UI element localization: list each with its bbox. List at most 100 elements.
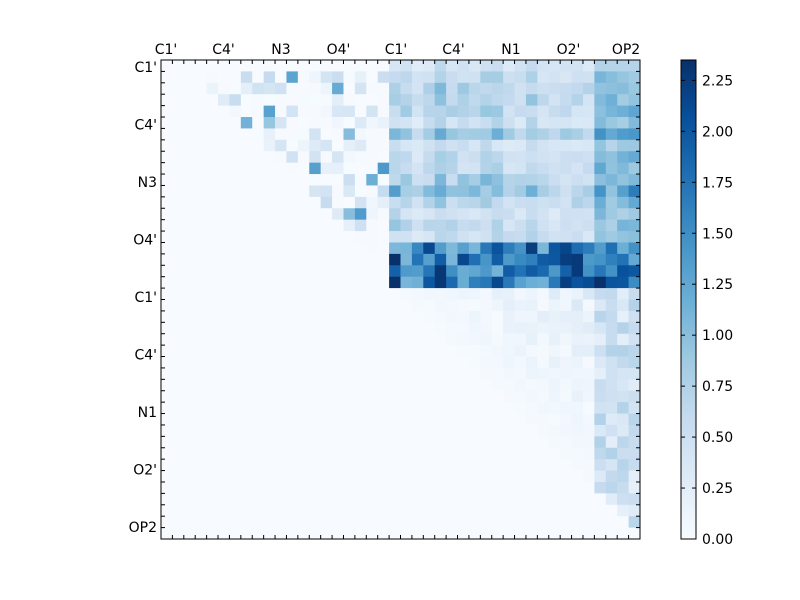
heatmap-cell (457, 356, 470, 369)
heatmap-cell (206, 390, 219, 403)
heatmap-cell (537, 299, 550, 312)
heatmap-cell (229, 151, 242, 164)
heatmap-cell (411, 424, 424, 437)
heatmap-cell (411, 128, 424, 141)
heatmap-cell (389, 470, 401, 483)
heatmap-cell (218, 82, 230, 95)
heatmap-cell (582, 231, 595, 243)
heatmap-cell (297, 322, 310, 335)
heatmap-cell (491, 333, 504, 346)
heatmap-cell (491, 527, 504, 540)
heatmap-cell (172, 345, 185, 357)
heatmap-cell (206, 322, 219, 335)
heatmap-cell (514, 447, 527, 460)
heatmap-cell (229, 481, 242, 494)
heatmap-cell (389, 253, 401, 266)
heatmap-cell (411, 322, 424, 335)
heatmap-cell (183, 459, 196, 471)
heatmap-cell (377, 504, 390, 517)
heatmap-cell (560, 162, 572, 175)
heatmap-cell (628, 276, 641, 289)
heatmap-cell (617, 185, 629, 198)
heatmap-cell (309, 345, 322, 357)
left-tick-label: C4' (134, 348, 157, 364)
heatmap-cell (286, 333, 299, 346)
heatmap-cell (240, 310, 253, 323)
heatmap-cell (594, 185, 607, 198)
heatmap-cell (423, 527, 436, 540)
heatmap-cell (172, 174, 185, 186)
heatmap-cell (468, 481, 481, 494)
heatmap-cell (252, 219, 265, 232)
heatmap-cell (503, 504, 515, 517)
heatmap-cell (320, 356, 333, 369)
heatmap-cell (571, 151, 584, 164)
heatmap-cell (229, 402, 242, 414)
heatmap-cell (423, 174, 436, 186)
heatmap-cell (320, 345, 333, 357)
heatmap-cell (503, 219, 515, 232)
heatmap-cell (195, 117, 208, 129)
heatmap-cell (628, 219, 641, 232)
heatmap-cell (560, 253, 572, 266)
heatmap-cell (582, 493, 595, 506)
heatmap-cell (400, 117, 413, 129)
heatmap-cell (560, 196, 572, 209)
heatmap-cell (411, 447, 424, 460)
heatmap-cell (617, 162, 629, 175)
heatmap-cell (275, 413, 287, 426)
heatmap-cell (377, 253, 390, 266)
heatmap-cell (343, 253, 356, 266)
heatmap-cell (161, 208, 173, 221)
heatmap-cell (582, 288, 595, 300)
heatmap-cell (354, 390, 367, 403)
heatmap-cell (468, 219, 481, 232)
heatmap-cell (320, 105, 333, 118)
heatmap-cell (320, 117, 333, 129)
heatmap-cell (525, 196, 538, 209)
heatmap-cell (297, 208, 310, 221)
heatmap-cell (411, 288, 424, 300)
heatmap-cell (218, 459, 230, 471)
heatmap-cell (457, 139, 470, 152)
heatmap-cell (161, 231, 173, 243)
heatmap-cell (480, 345, 493, 357)
heatmap-cell (411, 196, 424, 209)
heatmap-cell (161, 322, 173, 335)
heatmap-cell (297, 151, 310, 164)
heatmap-cell (514, 162, 527, 175)
heatmap-cell (332, 367, 344, 380)
heatmap-cell (195, 151, 208, 164)
heatmap-cell (503, 128, 515, 141)
heatmap-cell (240, 71, 253, 84)
heatmap-cell (389, 424, 401, 437)
heatmap-cell (275, 231, 287, 243)
heatmap-cell (389, 185, 401, 198)
heatmap-cell (389, 71, 401, 84)
heatmap-cell (343, 436, 356, 449)
heatmap-cell (560, 413, 572, 426)
heatmap-cell (491, 185, 504, 198)
top-tick-label: O4' (327, 42, 351, 58)
heatmap-cell (297, 276, 310, 289)
heatmap-cell (229, 231, 242, 243)
heatmap-cell (183, 481, 196, 494)
left-tick-label: N3 (138, 175, 157, 191)
heatmap-cell (297, 219, 310, 232)
heatmap-cell (195, 447, 208, 460)
heatmap-cell (617, 516, 629, 528)
heatmap-cell (537, 185, 550, 198)
heatmap-cell (525, 459, 538, 471)
heatmap-cell (560, 504, 572, 517)
heatmap-cell (218, 151, 230, 164)
heatmap-cell (263, 288, 276, 300)
heatmap-cell (457, 151, 470, 164)
heatmap-cell (423, 459, 436, 471)
heatmap-cell (582, 424, 595, 437)
heatmap-cell (582, 390, 595, 403)
heatmap-cell (446, 527, 458, 540)
heatmap-cell (491, 493, 504, 506)
heatmap-cell (389, 527, 401, 540)
heatmap-cell (172, 151, 185, 164)
heatmap-cell (628, 71, 641, 84)
